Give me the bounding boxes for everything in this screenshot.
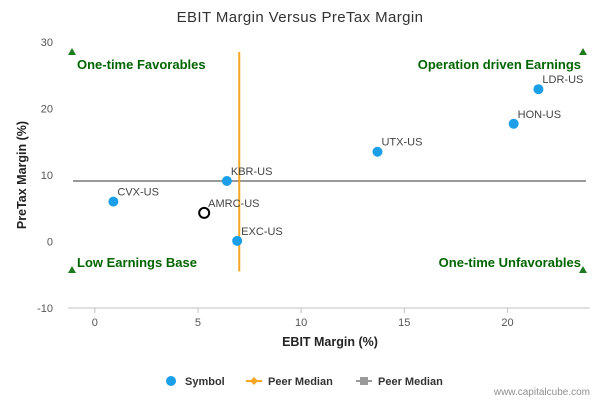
legend-item-symbol[interactable]: Symbol [166, 376, 225, 388]
data-point-label-amrc-us: AMRC-US [208, 198, 259, 210]
data-point-label-cvx-us: CVX-US [117, 187, 159, 199]
data-point-label-kbr-us: KBR-US [231, 166, 273, 178]
x-tick-label: 15 [398, 317, 410, 329]
data-point-exc-us[interactable] [232, 235, 243, 246]
corner-triangle-bottom-left [68, 266, 76, 273]
x-axis-title: EBIT Margin (%) [282, 335, 378, 349]
y-tick-label: 10 [41, 170, 53, 182]
y-axis-title: PreTax Margin (%) [15, 121, 29, 229]
data-point-cvx-us[interactable] [108, 196, 119, 207]
y-tick-label: 30 [41, 37, 53, 49]
legend-label-peer-median-x: Peer Median [268, 376, 333, 388]
legend-symbol-dot [166, 376, 176, 386]
data-point-label-exc-us: EXC-US [241, 226, 283, 238]
corner-triangle-bottom-right [579, 266, 587, 273]
legend-orange-diamond [250, 377, 258, 385]
data-point-utx-us[interactable] [372, 146, 383, 157]
quadrant-label-top-left: One-time Favorables [77, 57, 206, 72]
legend-label-symbol: Symbol [185, 376, 225, 388]
y-tick-label: -10 [37, 303, 53, 315]
quadrant-label-bottom-right: One-time Unfavorables [439, 255, 581, 270]
legend-gray-square [360, 377, 368, 385]
data-point-label-utx-us: UTX-US [381, 137, 422, 149]
corner-triangle-top-right [579, 48, 587, 55]
x-tick-label: 0 [92, 317, 98, 329]
data-point-ldr-us[interactable] [533, 84, 544, 95]
x-tick-label: 20 [501, 317, 513, 329]
y-tick-label: 20 [41, 104, 53, 116]
data-point-amrc-us[interactable] [198, 206, 211, 219]
corner-triangle-top-left [68, 48, 76, 55]
data-point-label-hon-us: HON-US [518, 109, 561, 121]
legend[interactable]: Symbol Peer Median Peer Median [166, 376, 443, 388]
y-tick-label: 0 [47, 237, 53, 249]
chart-title: EBIT Margin Versus PreTax Margin [177, 9, 424, 26]
quadrant-label-top-right: Operation driven Earnings [418, 57, 581, 72]
legend-item-peer-median-y[interactable]: Peer Median [356, 376, 443, 388]
legend-item-peer-median-x[interactable]: Peer Median [246, 376, 333, 388]
legend-label-peer-median-y: Peer Median [378, 376, 443, 388]
plot-area: 0 5 10 15 20 -10 0 10 20 30 One-time Favorables Ope… [37, 37, 590, 329]
x-tick-label: 5 [195, 317, 201, 329]
data-point-label-ldr-us: LDR-US [542, 74, 583, 86]
quadrant-label-bottom-left: Low Earnings Base [77, 255, 197, 270]
data-point-kbr-us[interactable] [221, 175, 232, 186]
x-tick-label: 10 [295, 317, 307, 329]
data-point-hon-us[interactable] [508, 118, 519, 129]
credit-text[interactable]: www.capitalcube.com [493, 387, 590, 398]
